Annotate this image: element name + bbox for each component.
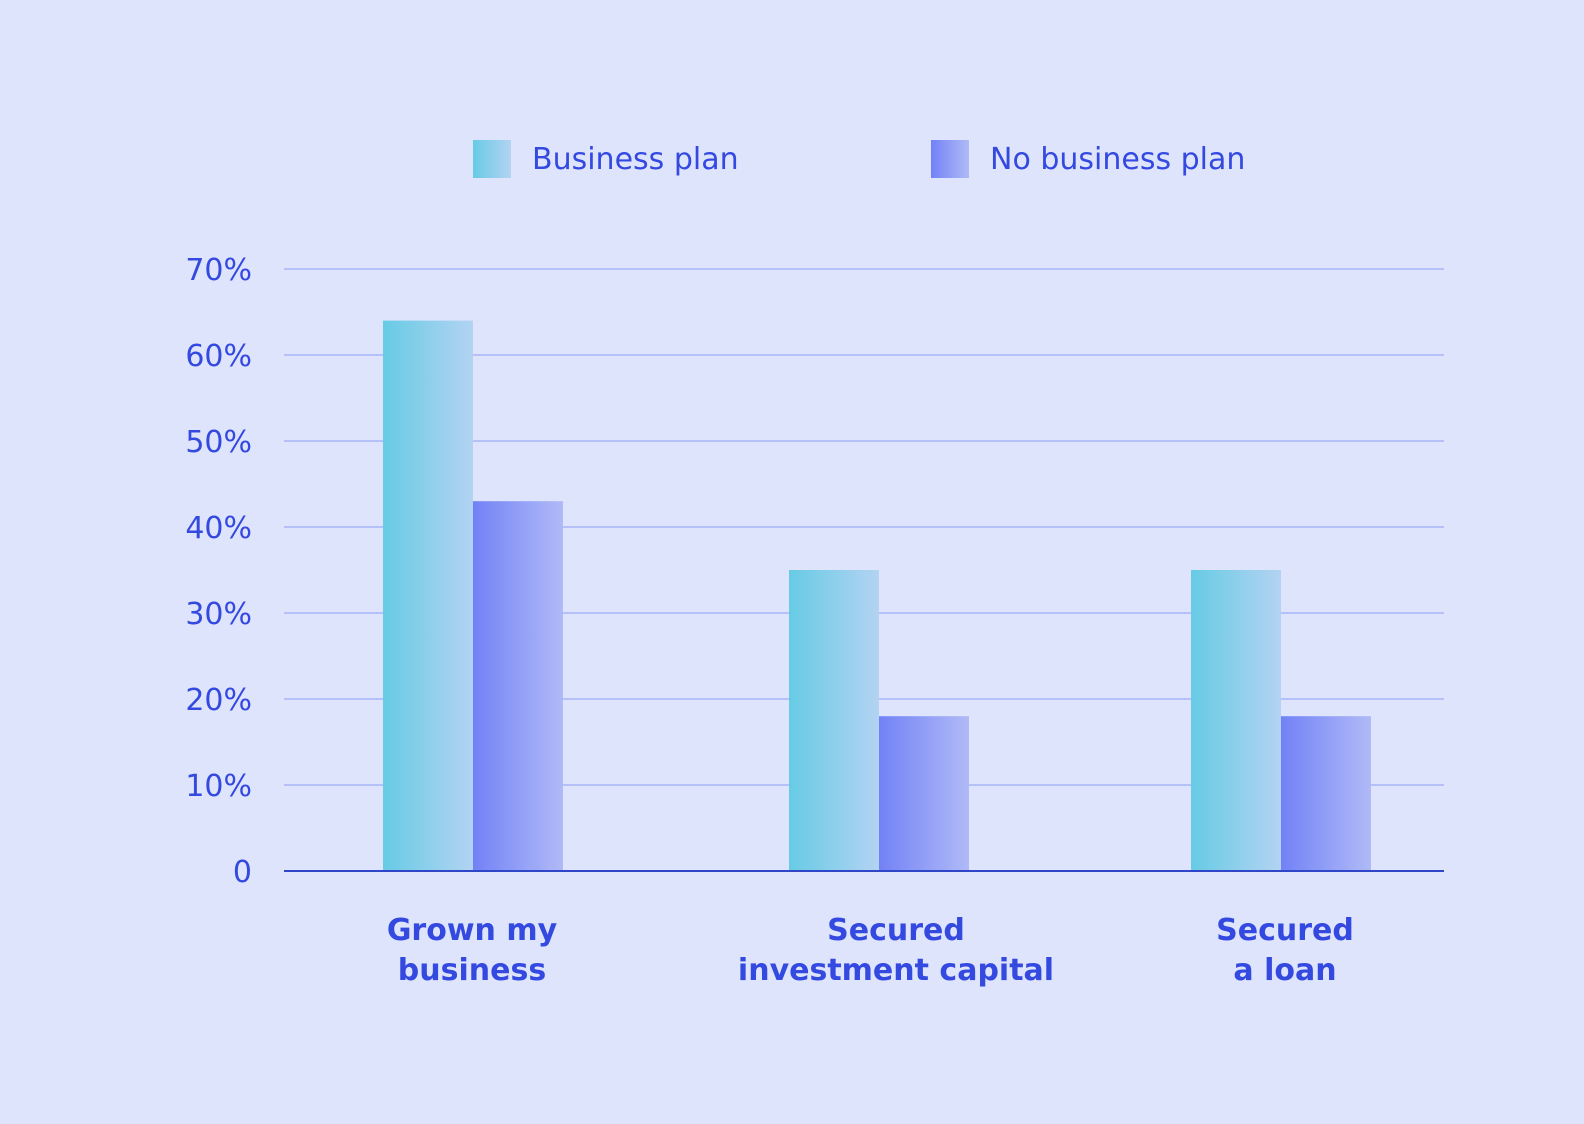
legend-swatch-no-business-plan bbox=[931, 140, 969, 178]
legend: Business plan No business plan bbox=[473, 140, 1245, 178]
x-tick-label: Secured investment capital bbox=[738, 913, 1054, 988]
y-tick-label: 20% bbox=[185, 683, 252, 718]
bar-no-business-plan bbox=[1281, 716, 1371, 871]
legend-label-no-business-plan: No business plan bbox=[990, 142, 1245, 177]
y-tick-label: 60% bbox=[185, 339, 252, 374]
y-tick-label: 40% bbox=[185, 511, 252, 546]
x-axis-labels: Grown my business Secured investment capita… bbox=[387, 913, 1354, 988]
y-tick-label: 10% bbox=[185, 769, 252, 804]
x-tick-label: Grown my business bbox=[387, 913, 558, 988]
legend-swatch-business-plan bbox=[473, 140, 511, 178]
y-tick-label: 0 bbox=[233, 855, 252, 890]
y-tick-label: 30% bbox=[185, 597, 252, 632]
bar-no-business-plan bbox=[473, 501, 563, 871]
bar-business-plan bbox=[789, 570, 879, 871]
y-axis: 0 10% 20% 30% 40% 50% 60% 70% bbox=[185, 253, 252, 890]
bar-no-business-plan bbox=[879, 716, 969, 871]
bars bbox=[383, 320, 1371, 872]
bar-business-plan bbox=[383, 320, 473, 872]
y-tick-label: 70% bbox=[185, 253, 252, 288]
y-tick-label: 50% bbox=[185, 425, 252, 460]
x-tick-label: Secured a loan bbox=[1216, 913, 1354, 988]
legend-label-business-plan: Business plan bbox=[532, 142, 739, 177]
bar-business-plan bbox=[1191, 570, 1281, 871]
